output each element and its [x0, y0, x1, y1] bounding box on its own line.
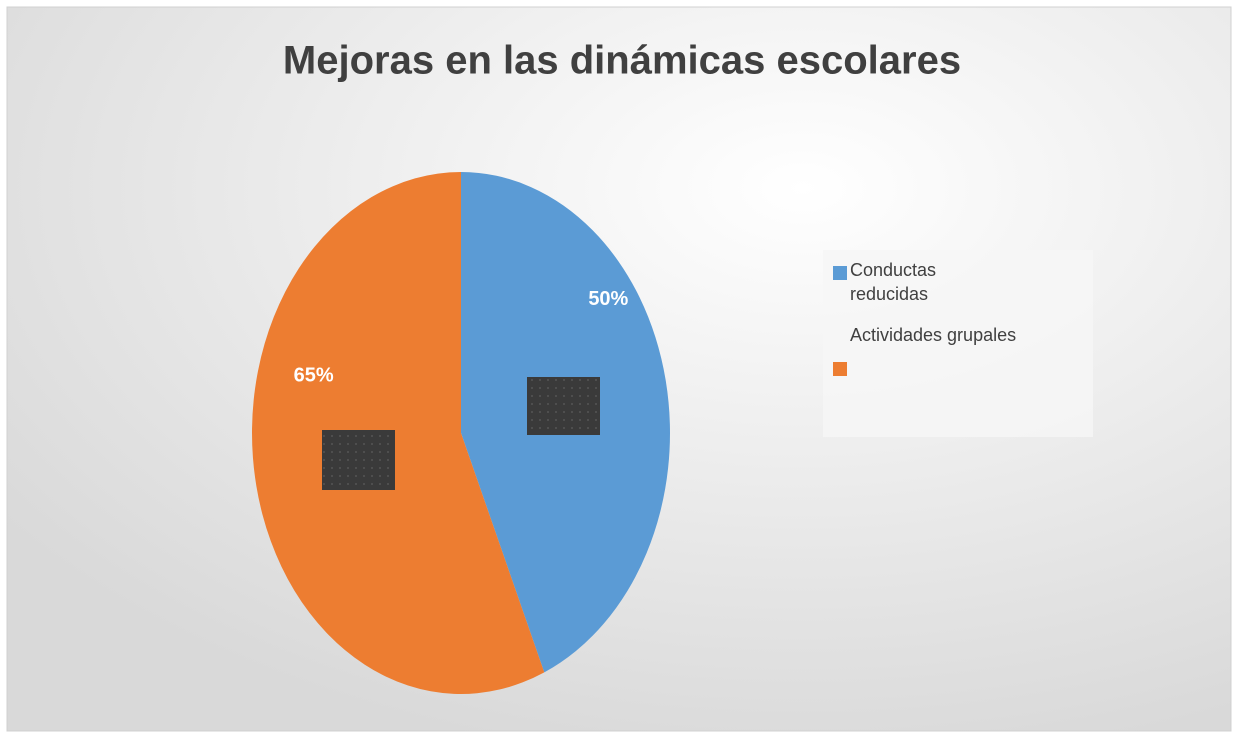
pie-slice: [251, 171, 545, 694]
data-label: 50%: [588, 288, 628, 310]
placeholder-image: [322, 430, 395, 490]
legend-swatch: [833, 266, 847, 280]
data-label: 65%: [294, 365, 334, 387]
legend-label: Actividades grupales: [850, 325, 1017, 345]
pie: [251, 171, 670, 694]
legend-box: [823, 250, 1093, 437]
legend-label: Conductas reducidas: [850, 260, 937, 304]
placeholder-image: [527, 377, 600, 435]
chart-title: Mejoras en las dinámicas escolares: [283, 39, 961, 83]
legend-swatch: [833, 362, 847, 376]
